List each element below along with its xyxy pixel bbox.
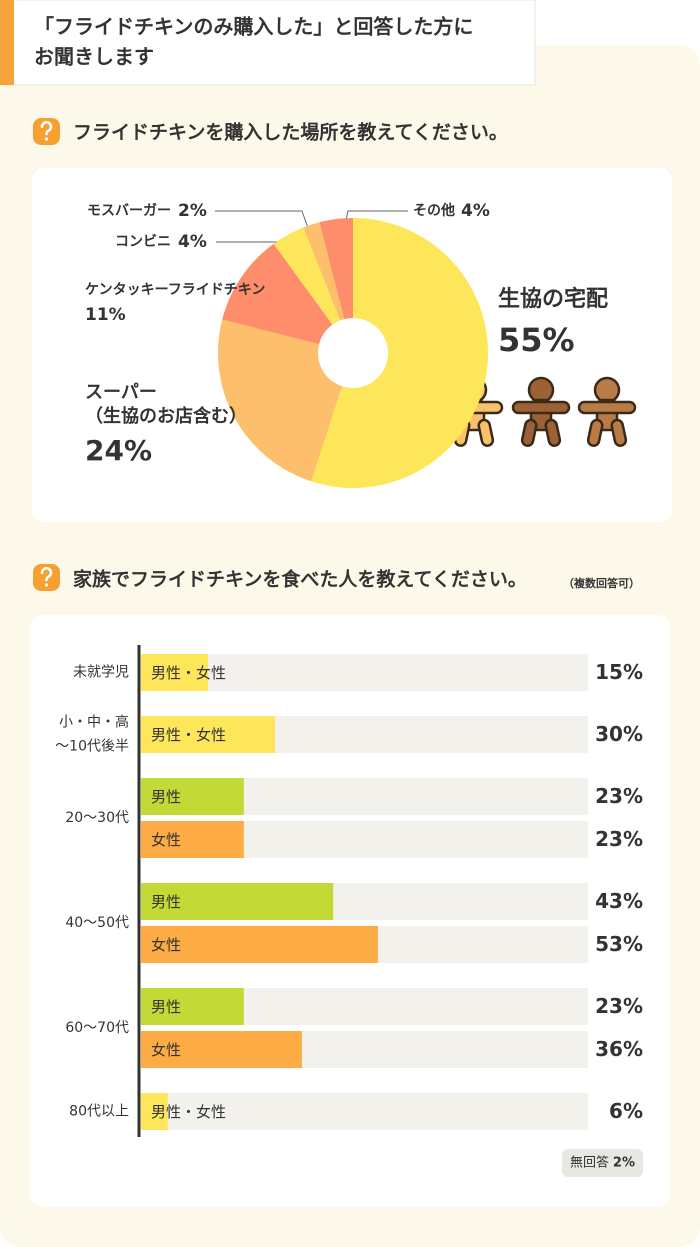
slice-value-label: 24%	[85, 434, 152, 467]
group-label: 80代以上	[69, 1104, 129, 1120]
bar-name: 女性	[151, 831, 181, 849]
pie-slice	[273, 227, 341, 325]
slice-label: （生協のお店含む）	[85, 405, 247, 427]
slice-label: 生協の宅配	[498, 286, 608, 312]
pie-slice	[222, 243, 333, 345]
slice-label: ケンタッキーフライドチキン	[85, 282, 265, 298]
bar-name: 男性	[151, 998, 181, 1016]
pie-slice	[218, 319, 343, 482]
slice-value-label: 55%	[498, 321, 575, 359]
bar-name: 女性	[151, 936, 181, 954]
group-label: 40〜50代	[65, 915, 129, 931]
value-label: 23%	[595, 994, 643, 1018]
bar	[141, 654, 209, 691]
slice-label: モスバーガー	[87, 203, 171, 219]
bar-name: 男性・女性	[151, 664, 226, 682]
slice-value-label: 4%	[461, 201, 490, 221]
no-answer-value: 2%	[613, 1156, 635, 1171]
value-label: 30%	[595, 722, 643, 746]
bar	[141, 778, 244, 815]
bar-name: 男性・女性	[151, 726, 226, 744]
bar	[141, 821, 244, 858]
slice-label: その他	[413, 202, 455, 219]
chart-title: フライドチキンを購入した場所を教えてください。	[73, 121, 508, 144]
slice-label: スーパー	[85, 382, 157, 403]
card	[32, 168, 672, 522]
value-label: 36%	[595, 1037, 643, 1061]
title-line: 「フライドチキンのみ購入した」と回答した方に	[34, 15, 473, 39]
bar	[141, 1031, 302, 1068]
bar-track	[141, 1093, 588, 1130]
slice-value-label: 11%	[85, 305, 126, 325]
no-answer-badge	[562, 1149, 643, 1177]
bar-track	[141, 654, 588, 691]
bar	[141, 926, 378, 963]
group-label: 未就学児	[73, 665, 129, 681]
group-label: 小・中・高	[59, 714, 129, 731]
slice-value-label: 4%	[178, 232, 207, 252]
group-label: 60〜70代	[65, 1020, 129, 1036]
slice-value-label: 2%	[178, 201, 207, 221]
chart-note: （複数回答可）	[563, 576, 640, 590]
title-box	[0, 0, 536, 86]
question-icon	[33, 118, 60, 145]
question-icon	[33, 564, 60, 591]
bar-name: 男性	[151, 788, 181, 806]
title-line: お聞きします	[34, 45, 154, 69]
bar	[141, 716, 276, 753]
value-label: 6%	[609, 1099, 643, 1123]
bar	[141, 988, 244, 1025]
pie-slice	[319, 218, 353, 320]
value-label: 23%	[595, 784, 643, 808]
bar	[141, 883, 334, 920]
bar-name: 男性・女性	[151, 1103, 226, 1121]
group-label: 〜10代後半	[55, 739, 129, 755]
pie-slice	[311, 218, 488, 488]
no-answer-label: 無回答	[570, 1155, 609, 1171]
value-label: 43%	[595, 889, 643, 913]
title-accent	[0, 0, 14, 85]
slice-label: コンビニ	[115, 234, 171, 250]
value-label: 53%	[595, 932, 643, 956]
value-label: 23%	[595, 827, 643, 851]
chart-title: 家族でフライドチキンを食べた人を教えてください。	[73, 568, 527, 591]
bar	[141, 1093, 168, 1130]
bar-name: 男性	[151, 893, 181, 911]
value-label: 15%	[595, 660, 643, 684]
bar-name: 女性	[151, 1041, 181, 1059]
pie-slice	[303, 222, 345, 321]
group-label: 20〜30代	[65, 810, 129, 826]
